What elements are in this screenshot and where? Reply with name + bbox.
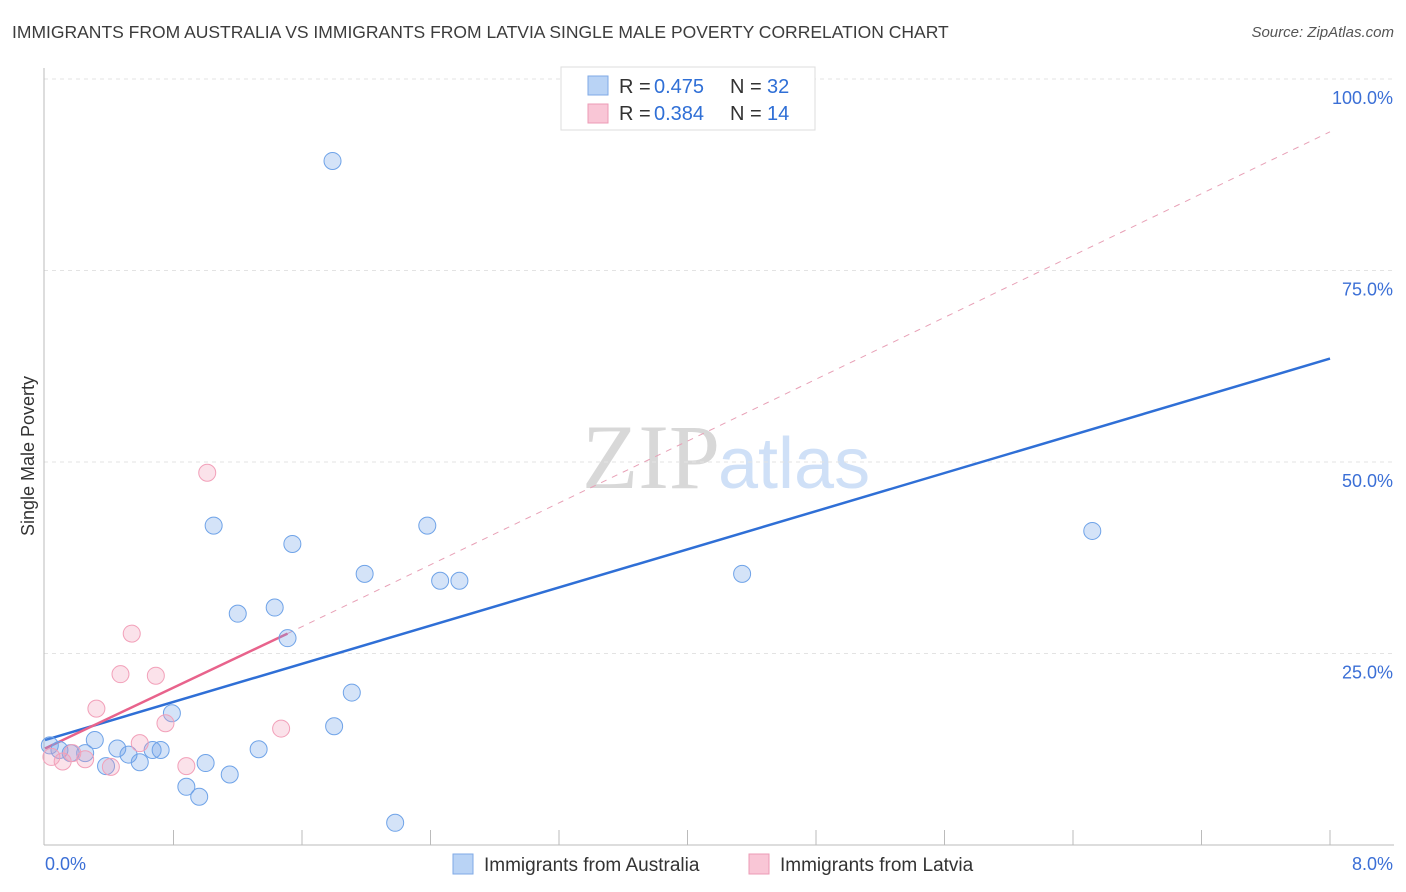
australia-point bbox=[97, 757, 116, 776]
australia-point bbox=[40, 736, 59, 755]
watermark-atlas: atlas bbox=[718, 424, 870, 504]
stats-legend: R = 0.475 N = 32 R = 0.384 N = 14 bbox=[560, 66, 816, 131]
legend-swatch-australia bbox=[587, 75, 609, 96]
australia-point bbox=[130, 753, 149, 772]
australia-point bbox=[108, 739, 127, 758]
australia-point bbox=[1083, 521, 1102, 540]
bottom-legend-swatch-latvia bbox=[748, 853, 770, 875]
legend-swatch-latvia bbox=[587, 103, 609, 124]
legend-r-australia: 0.475 bbox=[654, 76, 704, 98]
australia-point bbox=[450, 571, 469, 590]
latvia-point bbox=[198, 463, 217, 482]
australia-point bbox=[196, 754, 215, 773]
australia-point bbox=[249, 740, 268, 759]
latvia-point bbox=[87, 699, 106, 718]
latvia-point bbox=[146, 666, 165, 685]
x-tick-label-max: 8.0% bbox=[1352, 854, 1393, 874]
latvia-point bbox=[111, 665, 130, 684]
legend-n-label-australia: N = bbox=[730, 76, 762, 98]
australia-point bbox=[325, 717, 344, 736]
australia-point bbox=[283, 534, 302, 553]
australia-point bbox=[342, 683, 361, 702]
australia-point bbox=[418, 516, 437, 535]
bottom-legend-australia: Immigrants from Australia bbox=[484, 855, 700, 876]
australia-point bbox=[220, 765, 239, 784]
latvia-point bbox=[272, 719, 291, 738]
latvia-point bbox=[101, 757, 120, 776]
latvia-point bbox=[122, 624, 141, 643]
latvia-point bbox=[63, 744, 82, 763]
australia-point bbox=[278, 629, 297, 648]
australia-point bbox=[265, 598, 284, 617]
watermark-zip: ZIP bbox=[582, 406, 720, 508]
legend-n-label-latvia: N = bbox=[730, 103, 762, 125]
latvia-trend-extension bbox=[287, 131, 1331, 635]
australia-trendline bbox=[44, 357, 1331, 742]
y-tick-label: 100.0% bbox=[1332, 88, 1393, 108]
legend-n-australia: 32 bbox=[767, 76, 789, 98]
bottom-legend-latvia: Immigrants from Latvia bbox=[780, 855, 974, 876]
australia-point bbox=[85, 731, 104, 750]
australia-point bbox=[204, 516, 223, 535]
x-tick-label-min: 0.0% bbox=[45, 854, 86, 874]
latvia-trendline bbox=[44, 632, 289, 750]
australia-point bbox=[190, 787, 209, 806]
y-tick-label: 50.0% bbox=[1342, 471, 1393, 491]
australia-point bbox=[323, 151, 342, 170]
chart-title: IMMIGRANTS FROM AUSTRALIA VS IMMIGRANTS … bbox=[12, 22, 949, 42]
australia-point bbox=[76, 744, 95, 763]
legend-r-label-australia: R = bbox=[619, 76, 651, 98]
australia-point bbox=[228, 604, 247, 623]
latvia-point bbox=[42, 747, 61, 766]
y-tick-label: 75.0% bbox=[1342, 280, 1393, 300]
australia-point bbox=[733, 564, 752, 583]
y-tick-label: 25.0% bbox=[1342, 663, 1393, 683]
australia-point bbox=[177, 777, 196, 796]
australia-point bbox=[386, 813, 405, 832]
source-label: Source: ZipAtlas.com bbox=[1251, 24, 1394, 41]
australia-point bbox=[162, 704, 181, 723]
australia-point bbox=[355, 564, 374, 583]
series-legend: Immigrants from Australia Immigrants fro… bbox=[452, 853, 974, 876]
y-axis-title: Single Male Poverty bbox=[18, 376, 38, 536]
australia-point bbox=[431, 571, 450, 590]
legend-r-label-latvia: R = bbox=[619, 103, 651, 125]
latvia-point bbox=[177, 757, 196, 776]
latvia-point bbox=[130, 734, 149, 753]
bottom-legend-swatch-australia bbox=[452, 853, 474, 875]
legend-n-latvia: 14 bbox=[767, 103, 789, 125]
latvia-point bbox=[156, 714, 175, 733]
legend-r-latvia: 0.384 bbox=[654, 103, 704, 125]
